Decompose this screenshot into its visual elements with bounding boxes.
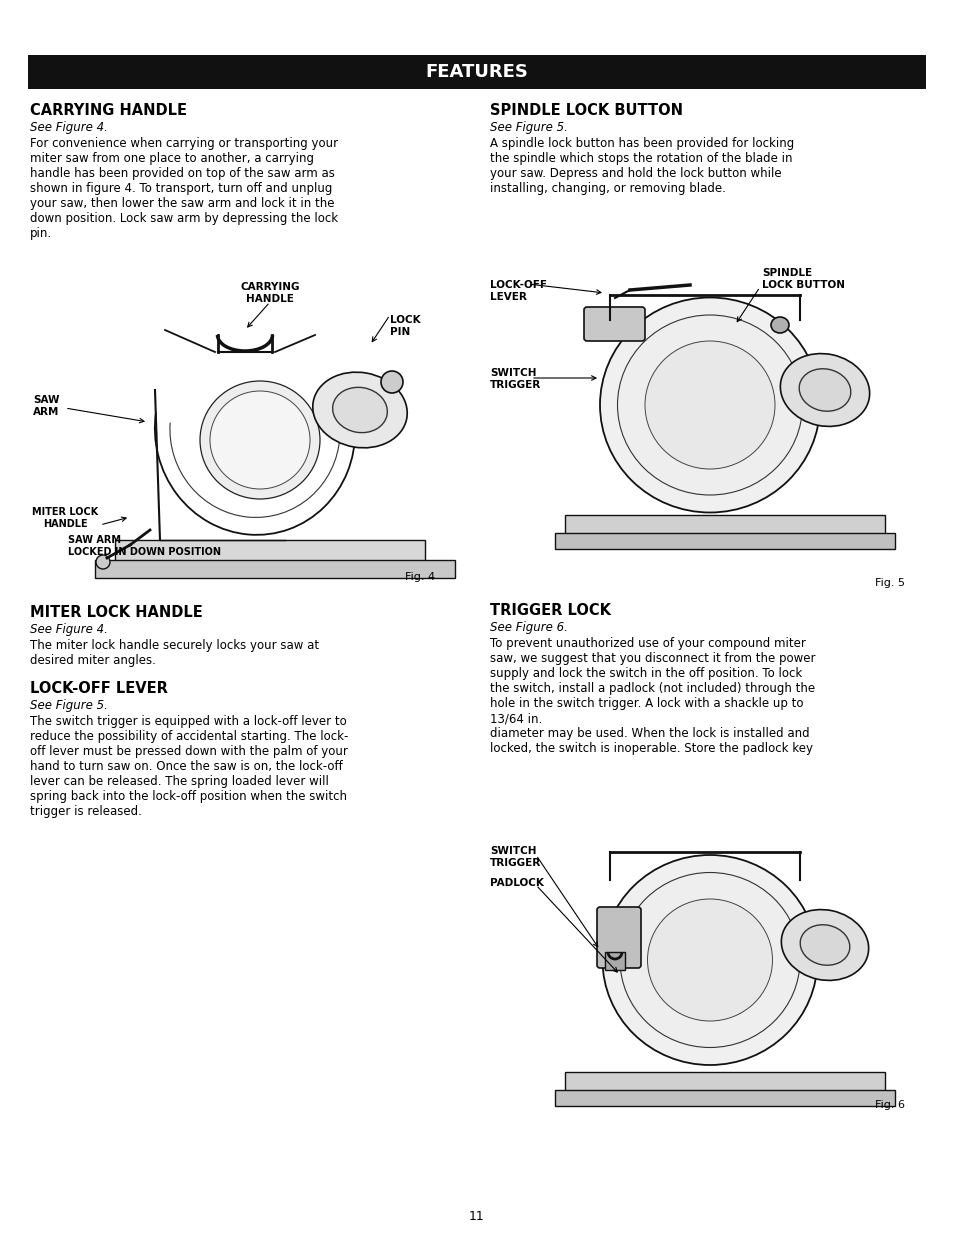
Bar	[555, 1090, 894, 1106]
Ellipse shape	[617, 315, 801, 496]
Text: For convenience when carrying or transporting your
miter saw from one place to a: For convenience when carrying or transpo…	[30, 138, 337, 240]
FancyBboxPatch shape	[583, 307, 644, 341]
Text: SAW
ARM: SAW ARM	[33, 395, 59, 416]
Ellipse shape	[799, 369, 850, 411]
Text: CARRYING HANDLE: CARRYING HANDLE	[30, 103, 187, 118]
Text: SAW ARM
LOCKED IN DOWN POSITION: SAW ARM LOCKED IN DOWN POSITION	[68, 535, 221, 556]
Text: MITER LOCK
HANDLE: MITER LOCK HANDLE	[31, 507, 98, 529]
Text: Fig. 5: Fig. 5	[874, 579, 904, 589]
Ellipse shape	[647, 900, 772, 1021]
Text: LOCK
PIN: LOCK PIN	[390, 315, 420, 337]
Ellipse shape	[644, 341, 774, 470]
Text: LOCK-OFF LEVER: LOCK-OFF LEVER	[30, 681, 168, 696]
Bar	[604, 952, 624, 970]
Ellipse shape	[380, 370, 402, 393]
Text: Fig. 4: Fig. 4	[405, 572, 435, 582]
Text: See Figure 4.: See Figure 4.	[30, 623, 108, 636]
FancyBboxPatch shape	[597, 907, 640, 968]
Ellipse shape	[800, 924, 849, 965]
Text: 11: 11	[469, 1211, 484, 1223]
Text: See Figure 6.: See Figure 6.	[490, 621, 567, 634]
Text: Fig. 6: Fig. 6	[874, 1100, 904, 1110]
Text: SWITCH
TRIGGER: SWITCH TRIGGER	[490, 846, 540, 867]
Text: The miter lock handle securely locks your saw at
desired miter angles.: The miter lock handle securely locks you…	[30, 639, 319, 667]
Bar	[564, 1072, 884, 1098]
Ellipse shape	[599, 297, 820, 513]
Text: To prevent unauthorized use of your compound miter
saw, we suggest that you disc: To prevent unauthorized use of your comp…	[490, 637, 815, 755]
Text: CARRYING
HANDLE: CARRYING HANDLE	[240, 282, 299, 304]
Text: The switch trigger is equipped with a lock-off lever to
reduce the possibility o: The switch trigger is equipped with a lo…	[30, 715, 348, 818]
Bar	[564, 515, 884, 541]
Ellipse shape	[313, 372, 407, 447]
Bar	[555, 533, 894, 549]
Text: SWITCH
TRIGGER: SWITCH TRIGGER	[490, 368, 540, 389]
Ellipse shape	[96, 555, 110, 569]
Ellipse shape	[210, 392, 310, 489]
Text: See Figure 5.: See Figure 5.	[490, 121, 567, 134]
Text: SPINDLE
LOCK BUTTON: SPINDLE LOCK BUTTON	[761, 268, 844, 290]
Text: TRIGGER LOCK: TRIGGER LOCK	[490, 603, 610, 618]
Ellipse shape	[602, 855, 817, 1066]
Text: A spindle lock button has been provided for locking
the spindle which stops the : A spindle lock button has been provided …	[490, 138, 794, 195]
Ellipse shape	[781, 909, 868, 980]
Text: PADLOCK: PADLOCK	[490, 878, 543, 888]
Ellipse shape	[770, 317, 788, 333]
Ellipse shape	[333, 388, 387, 432]
Ellipse shape	[780, 353, 869, 426]
Text: SPINDLE LOCK BUTTON: SPINDLE LOCK BUTTON	[490, 103, 682, 118]
Text: FEATURES: FEATURES	[425, 63, 528, 81]
Ellipse shape	[200, 382, 319, 499]
Text: See Figure 4.: See Figure 4.	[30, 121, 108, 134]
Text: See Figure 5.: See Figure 5.	[30, 699, 108, 712]
Bar	[28, 55, 925, 89]
Bar	[95, 560, 455, 579]
Text: LOCK-OFF
LEVER: LOCK-OFF LEVER	[490, 280, 546, 301]
Ellipse shape	[619, 872, 800, 1047]
Text: MITER LOCK HANDLE: MITER LOCK HANDLE	[30, 605, 203, 620]
Bar	[115, 540, 424, 567]
